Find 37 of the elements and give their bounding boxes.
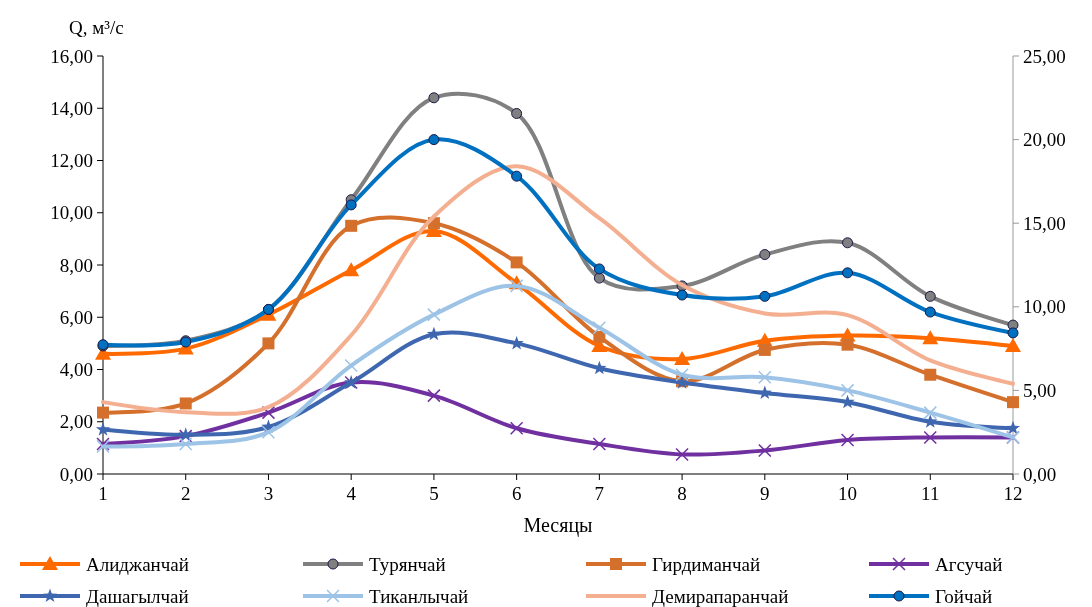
legend-label: Гирдиманчай: [652, 553, 761, 575]
legend-label: Турянчай: [369, 553, 446, 575]
x-tick-label: 9: [760, 483, 770, 504]
legend-label: Дашагылчай: [86, 585, 189, 607]
legend-label: Агсучай: [935, 553, 1003, 575]
y-tick-label: 14,00: [50, 97, 93, 119]
x-tick-label: 2: [180, 483, 191, 504]
legend-label: Гойчай: [935, 585, 993, 607]
y-axis-title: Q, м³/с: [69, 17, 124, 38]
x-tick-label: 12: [1003, 483, 1023, 504]
x-tick-label: 3: [263, 483, 274, 504]
y2-tick-label: 25,00: [1023, 45, 1066, 67]
y-tick-label: 4,00: [59, 359, 93, 381]
x-axis-title: Месяцы: [523, 514, 593, 537]
legend-label: Алиджанчай: [86, 553, 189, 575]
y2-tick-label: 0,00: [1023, 463, 1057, 485]
x-tick-label: 1: [98, 483, 108, 504]
y2-tick-label: 20,00: [1023, 129, 1066, 151]
x-tick-label: 5: [429, 483, 439, 504]
y-tick-label: 16,00: [50, 45, 93, 67]
x-tick-label: 11: [921, 483, 940, 504]
x-tick-label: 7: [594, 483, 605, 504]
y-tick-label: 2,00: [59, 411, 93, 433]
y-tick-label: 8,00: [59, 254, 93, 276]
x-tick-label: 10: [838, 483, 858, 504]
y2-tick-label: 15,00: [1023, 212, 1066, 234]
y-tick-label: 10,00: [50, 202, 93, 224]
x-tick-label: 4: [346, 483, 357, 504]
x-tick-label: 8: [677, 483, 687, 504]
x-tick-label: 6: [511, 483, 522, 504]
y-tick-label: 0,00: [59, 463, 93, 485]
y-tick-label: 6,00: [59, 306, 93, 328]
y2-tick-label: 10,00: [1023, 296, 1066, 318]
legend-label: Тиканлычай: [369, 585, 469, 607]
y2-tick-label: 5,00: [1023, 380, 1057, 402]
y-tick-label: 12,00: [50, 150, 93, 172]
legend-label: Демирапаранчай: [652, 585, 789, 607]
